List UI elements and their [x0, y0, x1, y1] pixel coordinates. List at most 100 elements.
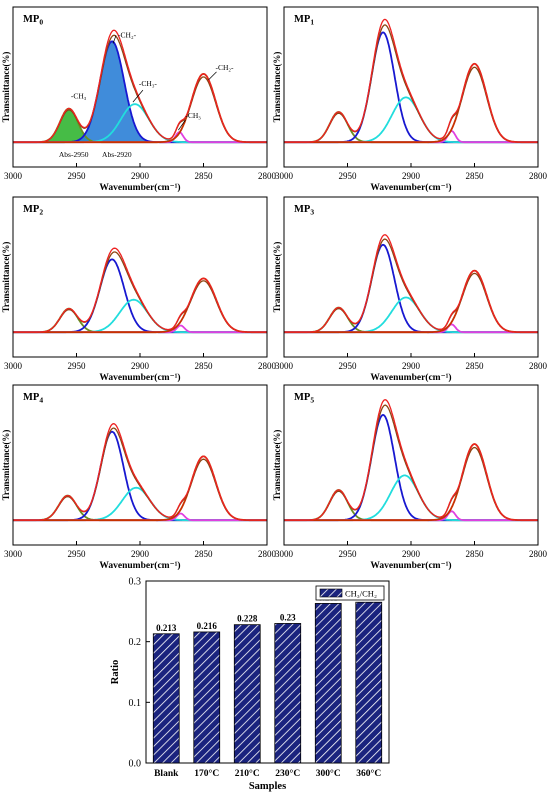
peak-curve-2850 [284, 269, 538, 334]
x-tick-label: 2950 [339, 549, 358, 559]
annotation-arrow [112, 35, 117, 44]
x-axis-label: Wavenumber(cm⁻¹) [370, 372, 451, 383]
panel-label: MP1 [294, 14, 314, 27]
y-tick-label: 0.3 [129, 577, 142, 588]
legend-label: CH₃/CH₂ [345, 589, 377, 599]
ftir-panel-3: 3000 2950 2900 2850 2800 Wavenumber(cm⁻¹) Tran… [272, 196, 548, 383]
bar [314, 603, 342, 764]
y-axis-label: Transmittance(%) [1, 52, 11, 123]
legend: CH₃/CH₂ [315, 585, 385, 601]
y-axis-label: Transmittance(%) [272, 430, 282, 501]
ftir-panel-5: 3000 2950 2900 2850 2800 Wavenumber(cm⁻¹) Tran… [272, 384, 548, 571]
panel-label: MP3 [294, 204, 314, 217]
panel-label: MP2 [23, 204, 43, 217]
fitted-envelope [284, 18, 538, 143]
original-spectrum [13, 34, 267, 143]
y-axis-label: Transmittance(%) [272, 242, 282, 313]
x-tick-label: 2800 [258, 171, 277, 181]
x-tick-label: Blank [154, 769, 179, 779]
bar-value-label: 0.216 [197, 621, 218, 631]
x-tick-label: 210°C [235, 768, 260, 779]
bar [274, 623, 302, 764]
original-spectrum [13, 251, 267, 333]
bar-value-label: 0.228 [237, 614, 258, 624]
x-tick-label: 360°C [356, 768, 381, 779]
annotation-abs-2950: Abs-2950 [59, 150, 89, 159]
x-tick-label: 2900 [402, 171, 421, 181]
fitted-envelope [284, 234, 538, 333]
plot-area-2 [13, 247, 267, 334]
x-tick-label: 2950 [339, 171, 358, 181]
peak-fill-2920 [63, 41, 161, 143]
annotation-ch3-2870: -CH₃ [185, 111, 201, 120]
plot-area-0 [13, 29, 267, 144]
annotation-ch3-2950: -CH₃ [71, 92, 87, 101]
annotation-abs-2920: Abs-2920 [102, 150, 132, 159]
peak-curve-2850 [284, 62, 538, 144]
peak-curve-2920 [13, 258, 267, 334]
x-axis-label: Wavenumber(cm⁻¹) [99, 560, 180, 571]
peak-curve-2920 [284, 31, 538, 144]
x-tick-label: 2850 [195, 171, 214, 181]
x-tick-label: 2900 [131, 361, 150, 371]
bar [152, 633, 180, 764]
x-tick-label: 2950 [68, 549, 87, 559]
fitted-envelope [13, 247, 267, 333]
x-tick-label: 2850 [466, 171, 485, 181]
annotation-ch3-2900: -CH₃- [139, 79, 158, 88]
peak-curve-2920 [284, 243, 538, 334]
x-tick-label: 3000 [4, 361, 23, 371]
x-tick-label: 2900 [402, 361, 421, 371]
ftir-panels: 3000 2950 2900 2850 2800 Wavenumber(cm⁻¹) Tran… [1, 6, 548, 571]
plot-area-1 [284, 18, 538, 144]
bar [233, 624, 261, 764]
plot-area-3 [284, 234, 538, 334]
x-tick-label: 2900 [131, 549, 150, 559]
x-axis-label: Wavenumber(cm⁻¹) [99, 182, 180, 193]
bar-chart: 0.0 0.1 0.2 0.3 0.213 Blank 0.216 170°C 0.228 210… [110, 577, 390, 792]
ftir-panel-1: 3000 2950 2900 2850 2800 Wavenumber(cm⁻¹) Tran… [272, 6, 548, 193]
x-tick-label: 3000 [275, 549, 294, 559]
peak-fill-2950 [33, 108, 105, 143]
original-spectrum [284, 238, 538, 333]
x-axis-label: Wavenumber(cm⁻¹) [370, 560, 451, 571]
x-tick-label: 2850 [466, 549, 485, 559]
legend-swatch [319, 588, 343, 598]
annotation-ch2-2920: -CH₂- [118, 30, 137, 39]
x-tick-label: 2800 [529, 171, 548, 181]
x-tick-label: 2900 [131, 171, 150, 181]
annotation-ch2-2850: -CH₂- [216, 63, 235, 72]
x-tick-label: 2850 [195, 549, 214, 559]
x-tick-label: 300°C [316, 768, 341, 779]
x-axis-label: Wavenumber(cm⁻¹) [99, 372, 180, 383]
peak-curve-2920 [284, 413, 538, 522]
x-tick-label: 2800 [529, 549, 548, 559]
x-tick-label: 3000 [275, 361, 294, 371]
y-axis-label: Transmittance(%) [1, 430, 11, 501]
fitted-envelope [13, 29, 267, 143]
peak-curve-2850 [284, 443, 538, 522]
bar-value-label: 0.23 [280, 612, 296, 622]
bar [355, 601, 383, 764]
ftir-panel-4: 3000 2950 2900 2850 2800 Wavenumber(cm⁻¹) Tran… [1, 384, 277, 571]
y-tick-label: 0.1 [129, 698, 142, 709]
panel-label: MP5 [294, 392, 314, 405]
bar-value-label: 0.213 [156, 623, 177, 633]
x-axis-label: Wavenumber(cm⁻¹) [370, 182, 451, 193]
annotation-arrow [132, 89, 144, 103]
x-tick-label: 2800 [258, 361, 277, 371]
y-tick-label: 0.0 [129, 759, 142, 770]
y-axis-label: Transmittance(%) [272, 52, 282, 123]
x-tick-label: 170°C [194, 768, 219, 779]
peak-curve-2920 [13, 40, 267, 144]
ftir-panel-2: 3000 2950 2900 2850 2800 Wavenumber(cm⁻¹) Tran… [1, 196, 277, 383]
x-tick-label: 230°C [275, 768, 300, 779]
annotation-arrow [178, 119, 186, 131]
bar-plot-frame [145, 580, 390, 764]
x-tick-label: 2850 [195, 361, 214, 371]
y-tick-label: 0.2 [129, 637, 142, 648]
plot-area-4 [13, 423, 267, 522]
x-axis-label: Samples [249, 781, 286, 792]
y-axis-label: Ratio [110, 660, 121, 685]
